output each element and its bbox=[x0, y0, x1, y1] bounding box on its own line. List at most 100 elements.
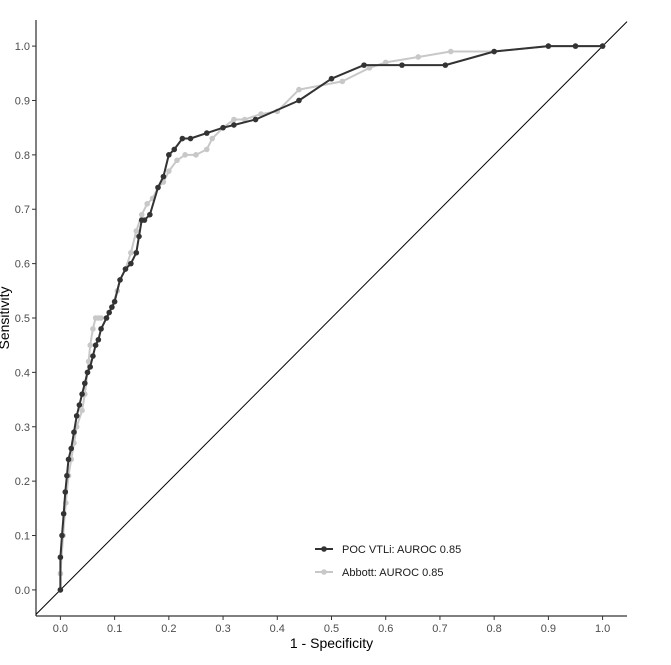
data-point bbox=[155, 184, 161, 191]
data-point bbox=[79, 407, 85, 414]
x-tick-label: 0.3 bbox=[215, 623, 230, 635]
reference-diagonal-line bbox=[35, 21, 628, 615]
data-point bbox=[366, 65, 373, 71]
reference-line-layer bbox=[35, 21, 628, 615]
data-point bbox=[81, 380, 88, 387]
data-point bbox=[182, 152, 188, 158]
legend-item: POC VTLi: AUROC 0.85 bbox=[315, 544, 461, 556]
data-point bbox=[65, 456, 72, 463]
data-point bbox=[128, 249, 134, 256]
x-tick-label: 0.0 bbox=[53, 623, 68, 635]
data-point bbox=[415, 54, 422, 60]
data-point bbox=[144, 201, 150, 207]
data-point bbox=[133, 228, 140, 234]
data-point bbox=[98, 326, 104, 332]
data-point bbox=[84, 369, 91, 376]
data-point bbox=[60, 510, 67, 517]
data-point bbox=[231, 122, 237, 128]
legend-label: Abbott: AUROC 0.85 bbox=[342, 567, 444, 579]
data-point bbox=[98, 315, 104, 321]
series-1 bbox=[57, 43, 606, 593]
data-point bbox=[187, 135, 194, 142]
data-point bbox=[57, 554, 64, 561]
data-point bbox=[209, 135, 216, 142]
data-point bbox=[147, 211, 153, 218]
data-point bbox=[57, 587, 64, 593]
y-tick-label: 0.9 bbox=[15, 95, 30, 107]
legend-key-point bbox=[321, 546, 327, 552]
x-tick-label: 0.1 bbox=[107, 623, 122, 635]
data-point bbox=[339, 78, 346, 85]
data-point bbox=[141, 217, 148, 223]
data-point bbox=[103, 315, 110, 321]
legend-key-point bbox=[321, 569, 327, 575]
data-point bbox=[545, 43, 552, 49]
y-tick-label: 0.4 bbox=[15, 367, 30, 379]
data-point bbox=[193, 152, 199, 158]
x-tick-label: 0.4 bbox=[270, 623, 285, 635]
data-point bbox=[87, 364, 94, 370]
x-tick-label: 1.0 bbox=[595, 623, 610, 635]
data-point bbox=[572, 43, 579, 49]
legend-label: POC VTLi: AUROC 0.85 bbox=[342, 544, 461, 556]
x-tick-label: 0.2 bbox=[161, 623, 176, 635]
x-axis-title: 1 - Specificity bbox=[290, 635, 373, 651]
data-point bbox=[382, 59, 389, 66]
data-point bbox=[68, 445, 75, 452]
y-axis-title: Sensitivity bbox=[0, 286, 12, 349]
data-point bbox=[64, 472, 70, 479]
y-tick-label: 0.7 bbox=[15, 204, 30, 216]
data-point bbox=[133, 249, 140, 256]
legend-item: Abbott: AUROC 0.85 bbox=[315, 567, 444, 579]
data-point bbox=[95, 336, 102, 343]
y-tick-label: 0.5 bbox=[15, 313, 30, 325]
data-point bbox=[90, 353, 96, 359]
y-tick-label: 0.1 bbox=[15, 531, 30, 543]
x-tick-label: 0.7 bbox=[432, 623, 447, 635]
y-tick-label: 1.0 bbox=[15, 41, 30, 53]
data-point bbox=[128, 260, 134, 267]
x-tick-label: 0.9 bbox=[541, 623, 556, 635]
data-point bbox=[85, 358, 92, 365]
data-point bbox=[160, 173, 167, 180]
data-point bbox=[109, 304, 115, 310]
data-point bbox=[252, 116, 259, 123]
data-point bbox=[171, 146, 178, 153]
data-point bbox=[599, 43, 606, 49]
data-point bbox=[79, 391, 85, 397]
data-point bbox=[399, 62, 405, 68]
data-point bbox=[117, 277, 123, 283]
x-tick-label: 0.8 bbox=[487, 623, 502, 635]
data-point bbox=[447, 48, 454, 55]
data-point bbox=[231, 116, 237, 123]
data-point bbox=[328, 75, 335, 82]
y-axis-ticks: 0.0 0.1 0.2 0.3 0.4 0.5 0.6 0.7 0.8 0.9 1.0 bbox=[15, 41, 36, 597]
y-tick-label: 0.3 bbox=[15, 422, 30, 434]
data-point bbox=[442, 62, 449, 68]
y-tick-label: 0.8 bbox=[15, 150, 30, 162]
data-point bbox=[90, 326, 96, 332]
data-point bbox=[73, 413, 80, 419]
y-tick-label: 0.0 bbox=[15, 585, 30, 597]
series-layer bbox=[57, 43, 606, 593]
data-point bbox=[361, 62, 367, 68]
data-point bbox=[138, 211, 145, 218]
data-point bbox=[136, 233, 142, 240]
series-line bbox=[59, 45, 603, 590]
x-tick-label: 0.6 bbox=[378, 623, 393, 635]
data-point bbox=[122, 266, 129, 272]
y-tick-label: 0.2 bbox=[15, 476, 30, 488]
y-tick-label: 0.6 bbox=[15, 259, 30, 271]
data-point bbox=[179, 135, 186, 142]
data-point bbox=[296, 97, 302, 104]
x-axis-ticks: 0.0 0.1 0.2 0.3 0.4 0.5 0.6 0.7 0.8 0.9 1.0 bbox=[53, 616, 610, 635]
data-point bbox=[111, 298, 118, 305]
data-point bbox=[59, 532, 65, 539]
data-point bbox=[92, 342, 99, 348]
legend: POC VTLi: AUROC 0.85 Abbott: AUROC 0.85 bbox=[315, 544, 461, 579]
data-point bbox=[203, 146, 210, 153]
data-point bbox=[203, 130, 210, 136]
data-point bbox=[166, 152, 172, 158]
